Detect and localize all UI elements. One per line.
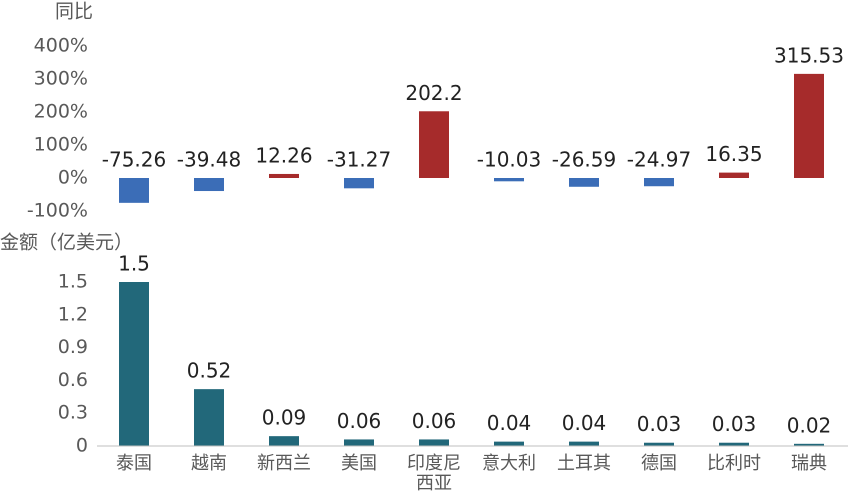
bar: [494, 441, 524, 446]
bar: [794, 443, 824, 446]
value-label: 12.26: [255, 143, 312, 167]
x-tick-label: 瑞典: [791, 453, 827, 474]
value-label: 0.09: [262, 406, 307, 430]
y-tick-label: 0.3: [58, 402, 88, 424]
value-label: 0.06: [337, 409, 382, 433]
y-tick-label: 300%: [34, 68, 88, 90]
value-label: -39.48: [177, 148, 241, 172]
bar: [719, 442, 749, 446]
bar: [119, 178, 149, 203]
value-label: -75.26: [102, 148, 166, 172]
bar: [269, 436, 299, 446]
value-label: -24.97: [627, 148, 691, 172]
y-tick-label: 0.6: [58, 369, 88, 391]
value-label: 0.02: [787, 413, 832, 437]
value-label: -10.03: [477, 148, 541, 172]
value-label: 0.03: [712, 412, 757, 436]
bar: [644, 178, 674, 187]
bar: [644, 442, 674, 446]
y-tick-label: 0: [76, 435, 88, 457]
value-label: 0.52: [187, 359, 232, 383]
bar: [719, 172, 749, 178]
value-label: 0.03: [637, 412, 682, 436]
value-label: 0.04: [562, 411, 607, 435]
value-label: 0.06: [412, 409, 457, 433]
bar: [494, 178, 524, 182]
x-tick-label: 泰国: [116, 453, 152, 474]
bar: [194, 178, 224, 192]
y-tick-label: 0.9: [58, 336, 88, 358]
bar: [569, 178, 599, 187]
bar: [194, 389, 224, 446]
x-tick-label: 比利时: [707, 453, 761, 474]
y-tick-label: 0%: [58, 167, 88, 189]
value-label: 0.04: [487, 411, 532, 435]
value-label: 202.2: [405, 81, 462, 105]
bar: [569, 441, 599, 446]
bar: [419, 111, 449, 178]
y-tick-label: 1.5: [58, 271, 88, 293]
x-tick-label: 新西兰: [257, 453, 311, 474]
y-tick-label: -100%: [27, 200, 88, 222]
x-tick-label: 意大利: [482, 453, 536, 474]
bar: [794, 73, 824, 178]
value-label: -31.27: [327, 148, 391, 172]
bar: [269, 173, 299, 178]
x-tick-label: 印度尼西亚: [407, 453, 461, 493]
value-label: 1.5: [118, 252, 150, 276]
value-label: 315.53: [774, 43, 844, 67]
bar: [344, 178, 374, 189]
value-label: 16.35: [705, 142, 762, 166]
x-tick-label: 美国: [341, 453, 377, 474]
y-tick-label: 100%: [34, 134, 88, 156]
x-tick-label: 土耳其: [557, 453, 611, 474]
y-tick-label: 1.2: [58, 303, 88, 325]
x-tick-label: 德国: [641, 453, 677, 474]
chart-title: 同比: [55, 1, 93, 23]
chart-title: 金额（亿美元）: [0, 232, 133, 254]
value-label: -26.59: [552, 148, 616, 172]
bar: [344, 439, 374, 446]
y-tick-label: 400%: [34, 35, 88, 57]
x-tick-label: 越南: [191, 453, 227, 474]
y-tick-label: 200%: [34, 101, 88, 123]
bar: [119, 282, 149, 446]
bar: [419, 439, 449, 446]
